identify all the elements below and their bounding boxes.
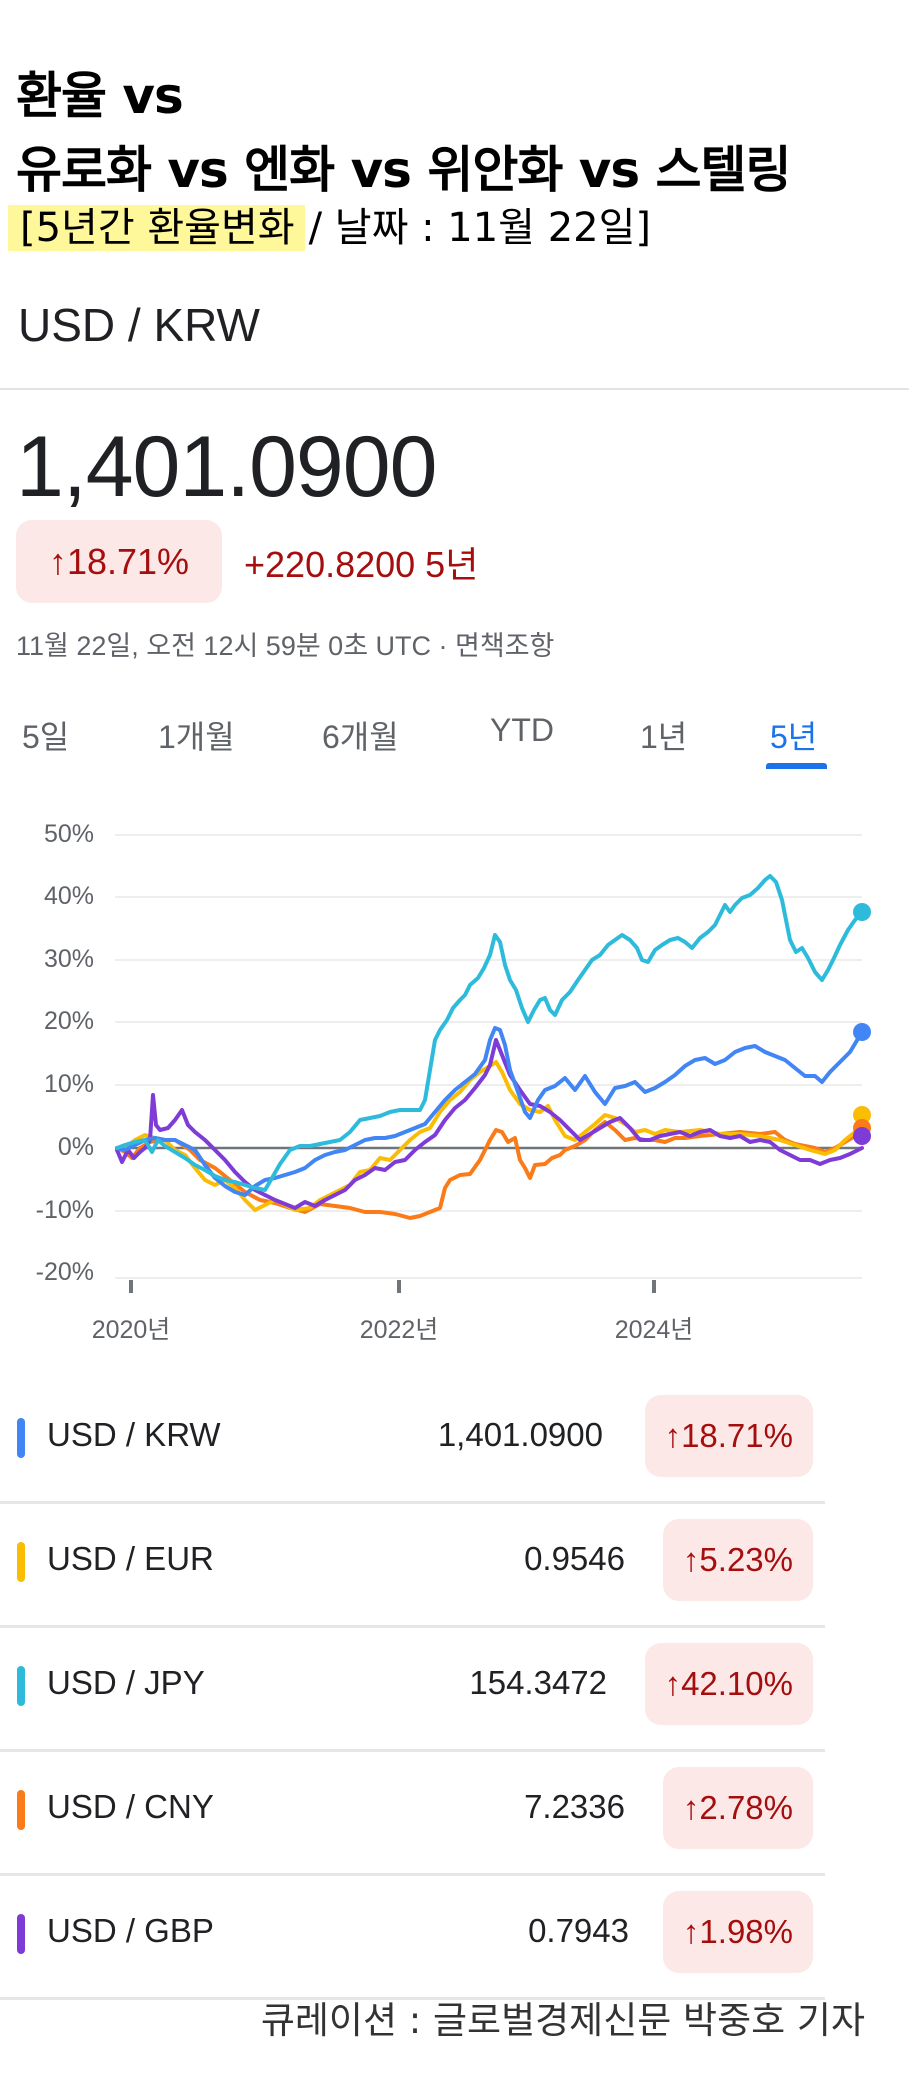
series-color-swatch [17, 1790, 25, 1830]
series-eur [115, 1060, 864, 1212]
series-color-swatch [17, 1542, 25, 1582]
x-tick: 2024년 [614, 1316, 694, 1344]
tab-5d[interactable]: 5일 [22, 719, 70, 755]
y-tick: -20% [35, 1258, 94, 1286]
x-tick: 2020년 [91, 1316, 171, 1344]
series-color-swatch [17, 1418, 25, 1458]
pair-value: 1,401.0900 [437, 1416, 603, 1453]
headline-line-1: 환율 vs [16, 67, 184, 125]
list-item-jpy[interactable]: USD / JPY 154.3472 ↑42.10% [0, 1628, 825, 1752]
tab-1m[interactable]: 1개월 [158, 719, 235, 755]
pair-name: USD / CNY [47, 1788, 214, 1825]
y-tick: 50% [43, 820, 94, 848]
end-marker-eur [853, 1106, 871, 1124]
tab-ytd[interactable]: YTD [490, 712, 554, 748]
headline-line-2: 유로화 vs 엔화 vs 위안화 vs 스텔링 [16, 141, 792, 199]
row-divider [0, 1873, 825, 1876]
gridlines [115, 834, 862, 1279]
change-percent-badge: ↑18.71% [16, 520, 222, 603]
divider [0, 388, 909, 390]
chart-plot [115, 834, 871, 1293]
subtitle: [5년간 환율변화 / 날짜 : 11월 22일] [8, 200, 651, 256]
row-divider [0, 1997, 825, 2000]
pair-change-badge: ↑42.10% [644, 1643, 813, 1725]
timestamp-disclaimer: 11월 22일, 오전 12시 59분 0초 UTC · 면책조항 [16, 631, 555, 661]
change-absolute: +220.8200 5년 [244, 544, 479, 585]
pair-change-badge: ↑18.71% [644, 1395, 813, 1477]
y-tick: -10% [35, 1196, 94, 1224]
series-color-swatch [17, 1666, 25, 1706]
subtitle-date: / 날짜 : 11월 22일] [308, 205, 651, 251]
end-marker-gbp [853, 1127, 871, 1145]
row-divider [0, 1501, 825, 1504]
tab-5y[interactable]: 5년 [770, 719, 818, 755]
tab-6m[interactable]: 6개월 [322, 719, 399, 755]
pair-value: 154.3472 [469, 1664, 607, 1701]
series-color-swatch [17, 1914, 25, 1954]
row-divider [0, 1625, 825, 1628]
list-item-gbp[interactable]: USD / GBP 0.7943 ↑1.98% [0, 1876, 825, 2000]
row-divider [0, 1749, 825, 1752]
series-krw [115, 1026, 864, 1197]
y-tick: 10% [43, 1070, 94, 1098]
subtitle-highlight: [5년간 환율변화 [8, 205, 305, 251]
list-item-cny[interactable]: USD / CNY 7.2336 ↑2.78% [0, 1752, 825, 1876]
pair-name: USD / EUR [47, 1540, 214, 1577]
tab-1y[interactable]: 1년 [640, 719, 688, 755]
y-tick: 20% [43, 1007, 94, 1035]
pair-name: USD / JPY [47, 1664, 205, 1701]
pair-name: USD / KRW [47, 1416, 221, 1453]
pair-change-badge: ↑1.98% [662, 1891, 813, 1973]
list-item-krw[interactable]: USD / KRW 1,401.0900 ↑18.71% [0, 1380, 825, 1504]
end-marker-krw [853, 1023, 871, 1041]
series-jpy [115, 874, 864, 1192]
list-item-eur[interactable]: USD / EUR 0.9546 ↑5.23% [0, 1504, 825, 1628]
active-tab-indicator [766, 763, 827, 769]
pair-value: 0.7943 [528, 1912, 629, 1949]
pair-change-badge: ↑2.78% [662, 1767, 813, 1849]
x-tick: 2022년 [359, 1316, 439, 1344]
range-tabs: 5일 1개월 6개월 YTD 1년 5년 [0, 700, 909, 770]
pair-heading: USD / KRW [18, 299, 260, 351]
pair-value: 7.2336 [524, 1788, 625, 1825]
pair-name: USD / GBP [47, 1912, 214, 1949]
curation-credit: 큐레이션 : 글로벌경제신문 박중호 기자 [260, 1999, 865, 2042]
pair-change-badge: ↑5.23% [662, 1519, 813, 1601]
y-tick: 30% [43, 945, 94, 973]
end-marker-jpy [853, 903, 871, 921]
series-gbp [115, 1038, 864, 1210]
current-price: 1,401.0900 [16, 419, 437, 515]
line-chart: 50% 40% 30% 20% 10% 0% -10% -20% [0, 800, 909, 1344]
y-tick: 40% [43, 882, 94, 910]
y-tick: 0% [57, 1133, 94, 1161]
pair-value: 0.9546 [524, 1540, 625, 1577]
